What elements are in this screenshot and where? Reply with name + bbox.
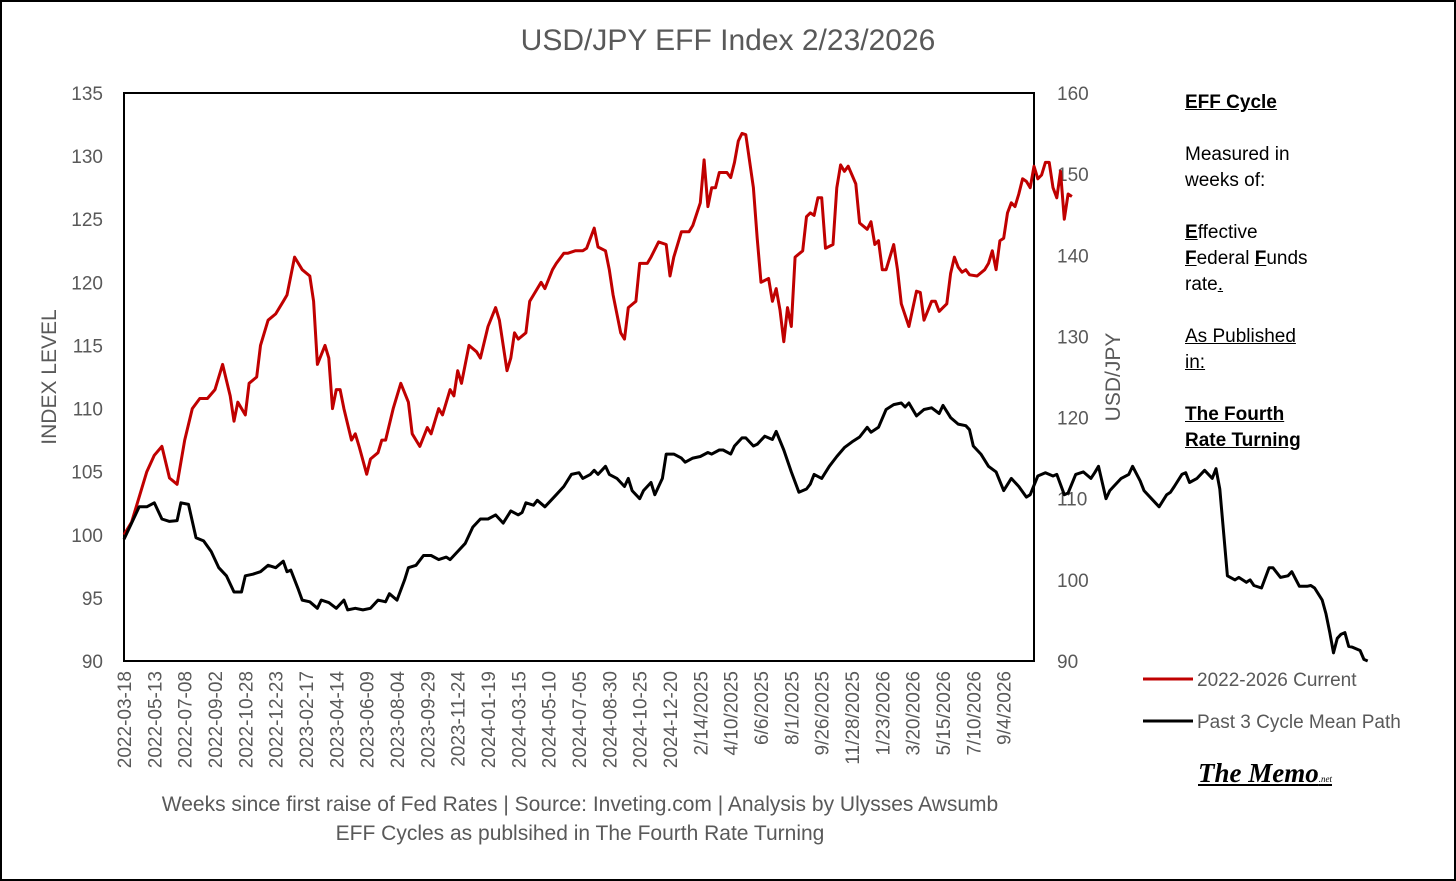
x-tick-label: 11/28/2025 — [843, 671, 864, 765]
y-right-tick-label: 100 — [1057, 571, 1089, 592]
x-tick-label: 5/15/2026 — [934, 671, 955, 756]
x-tick-label: 2024-08-30 — [600, 671, 621, 768]
note-weeks: weeks of: — [1185, 170, 1266, 191]
y-left-tick-label: 115 — [73, 336, 103, 357]
y-left-tick-label: 110 — [73, 400, 103, 421]
x-tick-label: 2022-07-08 — [176, 671, 197, 768]
y-left-tick-label: 135 — [71, 84, 103, 105]
x-tick-label: 2024-10-25 — [631, 671, 652, 768]
x-axis-ticks: 2022-03-18 2022-05-13 2022-07-08 2022-09-02… — [115, 671, 1016, 769]
footnote-source: Weeks since first raise of Fed Rates | S… — [162, 793, 998, 816]
note-heading: EFF Cycle — [1185, 92, 1277, 113]
series-line-current — [122, 131, 1073, 536]
legend-label-current: 2022-2026 Current — [1197, 670, 1357, 691]
y-left-tick-label: 105 — [71, 463, 103, 484]
y-left-tick-label: 120 — [71, 273, 103, 294]
x-tick-label: 2022-12-23 — [267, 671, 288, 768]
note-published: As Published — [1185, 326, 1296, 347]
right-axis-title: USD/JPY — [1102, 333, 1125, 422]
y-right-tick-label: 110 — [1057, 490, 1087, 511]
right-axis-ticks: 160 150 140 130 120 110 100 90 — [1057, 84, 1089, 673]
x-tick-label: 2023-08-04 — [388, 671, 409, 769]
x-tick-label: 9/4/2026 — [995, 671, 1016, 745]
x-tick-label: 2024-12-20 — [661, 671, 682, 768]
footnote-cycles: EFF Cycles as publsihed in The Fourth Ra… — [336, 822, 825, 845]
y-right-tick-label: 150 — [1057, 165, 1089, 186]
x-tick-label: 2023-06-09 — [358, 671, 379, 768]
y-left-tick-label: 95 — [82, 589, 103, 610]
note-published-in: in: — [1185, 352, 1206, 373]
x-tick-label: 2023-09-29 — [418, 671, 439, 768]
x-tick-label: 2022-05-13 — [145, 671, 166, 768]
note-effective: Effective — [1185, 222, 1258, 243]
x-tick-label: 2022-10-28 — [236, 671, 257, 768]
eff-cycle-note: EFF Cycle Measured in weeks of: Effectiv… — [1185, 90, 1385, 454]
series-line-mean — [122, 401, 1369, 663]
y-left-tick-label: 100 — [71, 526, 103, 547]
plot-area — [123, 92, 1035, 662]
x-tick-label: 2024-07-05 — [570, 671, 591, 768]
y-right-tick-label: 160 — [1057, 84, 1089, 105]
x-tick-label: 2022-09-02 — [206, 671, 227, 768]
note-rate: rate. — [1185, 274, 1224, 295]
x-tick-label: 2023-04-14 — [327, 671, 348, 769]
y-right-tick-label: 90 — [1057, 652, 1078, 673]
x-tick-label: 2024-05-10 — [540, 671, 561, 768]
x-tick-label: 8/1/2025 — [782, 671, 803, 745]
y-right-tick-label: 140 — [1057, 246, 1089, 267]
x-tick-label: 4/10/2025 — [722, 671, 743, 756]
note-measured: Measured in — [1185, 144, 1290, 165]
x-tick-label: 2022-03-18 — [115, 671, 136, 768]
note-federal-funds: Federal Funds — [1185, 248, 1308, 269]
x-tick-label: 2024-01-19 — [479, 671, 500, 768]
x-tick-label: 2023-02-17 — [297, 671, 318, 768]
the-memo-logo: The Memo.net — [1198, 758, 1332, 788]
x-tick-label: 1/23/2026 — [873, 671, 894, 756]
note-book-title-2: Rate Turning — [1185, 430, 1301, 451]
x-tick-label: 2024-03-15 — [509, 671, 530, 768]
x-tick-label: 2023-11-24 — [449, 671, 470, 767]
y-right-tick-label: 130 — [1057, 327, 1089, 348]
x-tick-label: 3/20/2026 — [904, 671, 925, 756]
y-left-tick-label: 130 — [71, 147, 103, 168]
note-book-title-1: The Fourth — [1185, 404, 1285, 425]
left-axis-ticks: 135 130 125 120 115 110 105 100 95 90 — [71, 84, 103, 673]
left-axis-title: INDEX LEVEL — [38, 309, 61, 444]
x-tick-label: 9/26/2025 — [813, 671, 834, 756]
x-tick-label: 2/14/2025 — [691, 671, 712, 756]
y-right-tick-label: 120 — [1057, 409, 1089, 430]
y-left-tick-label: 125 — [71, 210, 103, 231]
x-tick-label: 6/6/2025 — [752, 671, 773, 745]
chart-title: USD/JPY EFF Index 2/23/2026 — [521, 24, 936, 57]
y-left-tick-label: 90 — [82, 652, 103, 673]
legend-label-mean: Past 3 Cycle Mean Path — [1197, 712, 1401, 733]
x-tick-label: 7/10/2026 — [964, 671, 985, 756]
